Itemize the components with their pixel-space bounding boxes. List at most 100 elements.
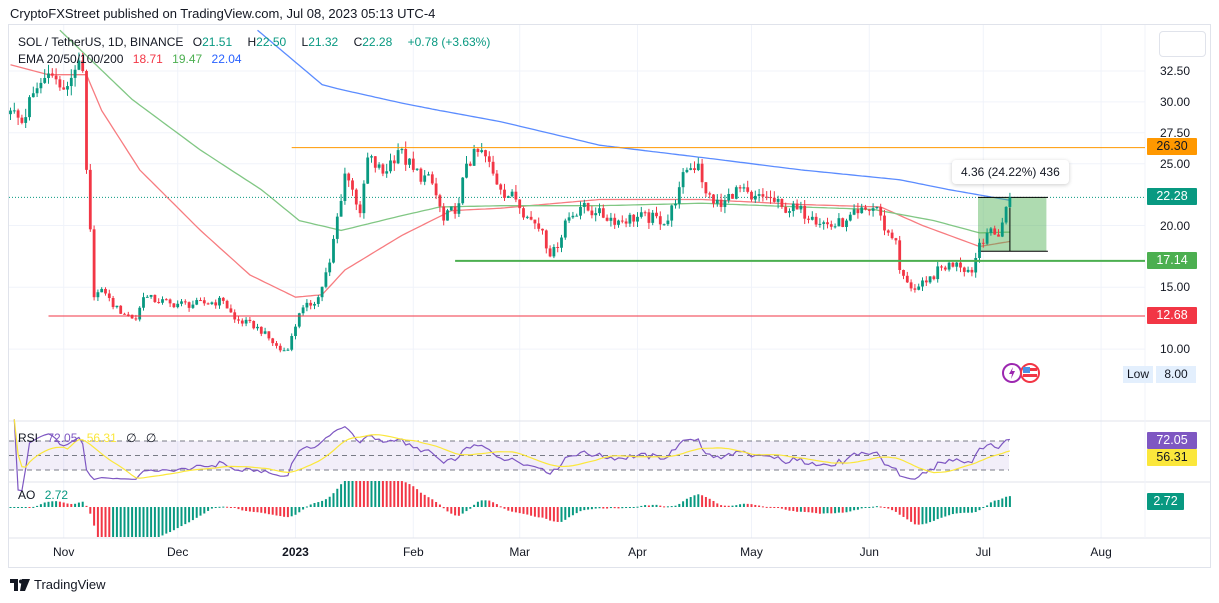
ao-label[interactable]: AO bbox=[18, 488, 36, 502]
ao-bar bbox=[606, 507, 609, 509]
ao-bar bbox=[450, 507, 453, 514]
ao-bar bbox=[412, 486, 415, 507]
candle-body bbox=[377, 164, 381, 168]
ao-bar bbox=[742, 503, 745, 507]
candle-body bbox=[769, 197, 772, 199]
ao-bar bbox=[982, 507, 985, 508]
ao-value: 2.72 bbox=[44, 488, 69, 502]
ao-bar bbox=[172, 507, 175, 531]
ao-bar bbox=[659, 505, 662, 507]
ema-line-blue bbox=[257, 29, 1011, 201]
ao-bar bbox=[758, 505, 761, 507]
candle-body bbox=[772, 197, 776, 202]
ao-bar bbox=[108, 507, 111, 537]
time-tick-label: May bbox=[740, 545, 763, 559]
symbol-name[interactable]: SOL / TetherUS, 1D, BINANCE bbox=[18, 35, 184, 49]
close-value: 22.28 bbox=[362, 35, 393, 49]
ao-bar bbox=[590, 507, 593, 510]
candle-body bbox=[643, 212, 647, 214]
candle-body bbox=[468, 163, 472, 166]
candle-body bbox=[598, 208, 601, 214]
ao-bar bbox=[834, 507, 837, 514]
ao-bar bbox=[526, 507, 529, 515]
candle-body bbox=[240, 320, 244, 324]
candle-body bbox=[594, 213, 598, 216]
candle-body bbox=[305, 302, 309, 308]
ao-bar bbox=[347, 481, 350, 507]
candle-body bbox=[753, 195, 757, 200]
candle-body bbox=[164, 299, 168, 301]
candle-body bbox=[738, 187, 742, 189]
candle-body bbox=[256, 326, 259, 329]
candle-body bbox=[696, 163, 700, 171]
ao-bar bbox=[986, 505, 989, 507]
candle-body bbox=[875, 206, 879, 209]
rsi-label[interactable]: RSI bbox=[18, 431, 39, 445]
ao-bar bbox=[887, 507, 890, 509]
ao-bar bbox=[963, 507, 966, 513]
candle-body bbox=[31, 93, 35, 98]
candle-body bbox=[666, 220, 670, 225]
candle-body bbox=[199, 300, 202, 302]
tradingview-logo[interactable]: TradingView bbox=[10, 577, 106, 592]
ao-bar bbox=[275, 507, 278, 516]
candle-body bbox=[335, 216, 339, 239]
candle-body bbox=[294, 326, 297, 337]
ao-bar bbox=[739, 504, 742, 507]
candle-body bbox=[601, 208, 605, 218]
ema-label[interactable]: EMA 20/50/100/200 bbox=[18, 52, 124, 66]
candle-body bbox=[187, 302, 191, 308]
candle-body bbox=[867, 209, 871, 211]
ao-bar bbox=[484, 500, 487, 507]
ao-bar bbox=[184, 507, 187, 525]
ao-bar bbox=[777, 507, 780, 508]
ao-bar bbox=[343, 481, 346, 507]
candle-body bbox=[590, 210, 594, 216]
ao-bar bbox=[454, 507, 457, 516]
candle-body bbox=[248, 319, 252, 322]
candle-body bbox=[313, 303, 316, 306]
ao-bar bbox=[894, 507, 897, 512]
ao-bar bbox=[28, 507, 31, 508]
candle-body bbox=[932, 276, 936, 280]
ao-bar bbox=[784, 507, 787, 510]
candle-body bbox=[959, 262, 962, 268]
ao-bar bbox=[115, 507, 118, 537]
candle-body bbox=[822, 222, 826, 224]
ao-bar bbox=[112, 507, 115, 537]
ao-bar bbox=[799, 507, 802, 512]
ao-bar bbox=[670, 506, 673, 508]
ao-bar bbox=[815, 507, 818, 514]
ao-bar bbox=[457, 507, 460, 516]
candle-body bbox=[457, 203, 461, 214]
chart-settings-button[interactable] bbox=[1159, 31, 1206, 57]
candle-body bbox=[890, 232, 894, 239]
ao-bar bbox=[868, 506, 871, 508]
candle-body bbox=[810, 216, 814, 220]
rsi-badge: 72.05 bbox=[1147, 432, 1197, 449]
candle-body bbox=[176, 303, 180, 308]
time-tick-label: 2023 bbox=[282, 545, 309, 559]
candle-body bbox=[301, 307, 305, 314]
ao-bar bbox=[993, 500, 996, 507]
ao-bar bbox=[716, 503, 719, 507]
ao-bar bbox=[495, 504, 498, 507]
event-icons[interactable] bbox=[1001, 362, 1043, 384]
publisher-line: CryptoFXStreet published on TradingView.… bbox=[10, 6, 436, 21]
ao-bar bbox=[131, 507, 134, 537]
ao-bar bbox=[241, 507, 244, 511]
candle-body bbox=[902, 269, 905, 276]
candle-body bbox=[731, 193, 734, 199]
candle-body bbox=[605, 217, 609, 221]
ao-bar bbox=[879, 506, 882, 508]
candle-body bbox=[119, 305, 123, 314]
ao-bar bbox=[207, 507, 210, 511]
ao-bar bbox=[796, 507, 799, 512]
ao-bar bbox=[583, 507, 586, 511]
ao-bar bbox=[685, 498, 688, 507]
candle-body bbox=[145, 296, 149, 298]
ao-bar bbox=[469, 507, 472, 509]
candle-body bbox=[571, 215, 575, 218]
candle-body bbox=[39, 82, 43, 89]
